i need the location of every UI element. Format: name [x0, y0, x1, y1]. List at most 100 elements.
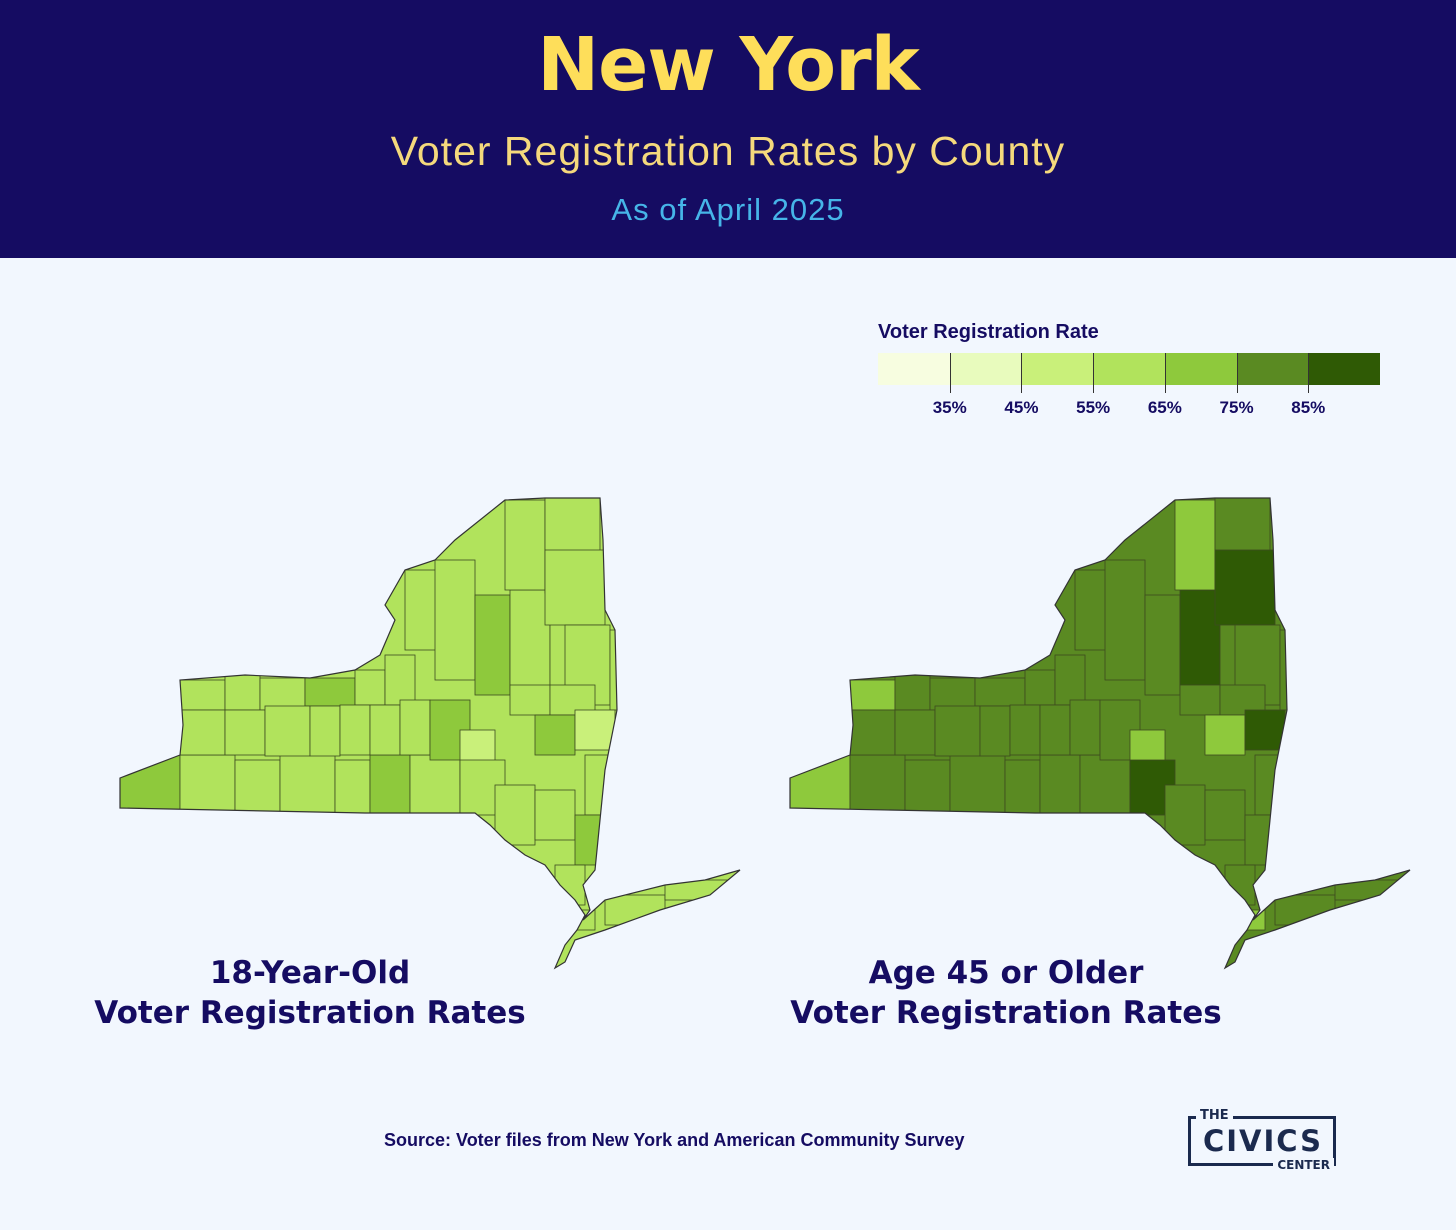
county-region	[1054, 654, 1086, 706]
logo-frame	[1188, 1116, 1336, 1166]
legend-swatch	[1236, 353, 1309, 385]
legend-tick-label: 45%	[1004, 398, 1039, 417]
source-note: Source: Voter files from New York and Am…	[384, 1130, 965, 1150]
county-region	[1079, 754, 1131, 814]
county-region	[894, 674, 931, 711]
page-subtitle: Voter Registration Rates by County	[390, 128, 1066, 174]
county-region	[179, 679, 226, 711]
legend-swatch	[1021, 353, 1094, 385]
page-title: New York	[537, 22, 920, 108]
county-region	[604, 894, 666, 926]
legend-tick	[1093, 353, 1095, 393]
county-region	[434, 559, 476, 681]
county-region	[1179, 684, 1221, 716]
county-region	[494, 784, 536, 846]
legend-swatch	[949, 353, 1022, 385]
logo-center: CENTER	[1273, 1158, 1334, 1172]
logo-the: THE	[1196, 1108, 1233, 1123]
county-region	[849, 679, 896, 711]
county-region	[224, 674, 261, 711]
county-region	[1039, 754, 1081, 814]
legend-tick	[1021, 353, 1023, 393]
county-region	[790, 754, 851, 811]
legend-tick-label: 85%	[1291, 398, 1326, 417]
county-region	[574, 814, 606, 866]
county-region	[1024, 669, 1056, 706]
map-age-45-older	[789, 497, 1411, 970]
county-region	[1244, 709, 1286, 751]
county-region	[1039, 704, 1071, 756]
county-region	[224, 709, 266, 756]
legend-tick-label: 75%	[1219, 398, 1254, 417]
map-label-right-line2: Voter Registration Rates	[790, 995, 1222, 1031]
county-region	[534, 714, 576, 756]
map-label-left-line1: 18-Year-Old	[209, 955, 411, 991]
county-region	[234, 759, 281, 814]
legend-tick	[1236, 353, 1238, 393]
county-region	[259, 677, 306, 711]
state-border	[789, 497, 1411, 970]
county-region	[574, 709, 616, 751]
map-18-year-old	[119, 497, 741, 970]
county-region	[120, 754, 181, 811]
county-region	[179, 709, 226, 756]
county-region	[509, 684, 551, 716]
county-region	[1004, 759, 1041, 814]
map-label-right: Age 45 or Older Voter Registration Rates	[756, 953, 1256, 1033]
as-of-date: As of April 2025	[611, 192, 845, 227]
county-region	[1104, 559, 1146, 681]
county-region	[949, 754, 1006, 814]
header-banner: New York Voter Registration Rates by Cou…	[0, 0, 1456, 258]
county-region	[504, 499, 546, 591]
map-label-right-line1: Age 45 or Older	[868, 955, 1144, 991]
county-region	[304, 677, 356, 707]
legend-swatch	[1164, 353, 1237, 385]
county-region	[934, 705, 981, 757]
legend-swatch	[878, 353, 950, 385]
county-region	[334, 759, 371, 814]
county-region	[1009, 704, 1041, 756]
county-region	[474, 594, 511, 696]
county-region	[979, 705, 1011, 757]
county-region	[1179, 589, 1221, 691]
county-region	[384, 654, 416, 706]
legend-tick-label: 35%	[932, 398, 967, 417]
county-region	[264, 705, 311, 757]
county-region	[309, 705, 341, 757]
county-region	[409, 754, 461, 814]
logo-civics: CIVICS	[1202, 1124, 1323, 1158]
legend-tick-label: 65%	[1147, 398, 1182, 417]
legend-tick-label: 55%	[1076, 398, 1111, 417]
map-label-left-line2: Voter Registration Rates	[94, 995, 526, 1031]
county-region	[1164, 784, 1206, 846]
county-region	[1214, 549, 1276, 626]
county-region	[179, 754, 236, 814]
legend-swatch	[1308, 353, 1381, 385]
county-region	[369, 704, 401, 756]
county-region	[1244, 814, 1276, 866]
county-region	[849, 754, 906, 814]
state-border	[119, 497, 741, 970]
map-label-left: 18-Year-Old Voter Registration Rates	[60, 953, 560, 1033]
legend-tick	[1164, 353, 1166, 393]
county-region	[929, 677, 976, 711]
county-region	[1204, 714, 1246, 756]
legend-title: Voter Registration Rate	[878, 321, 1099, 343]
county-region	[339, 704, 371, 756]
county-region	[849, 709, 896, 756]
county-region	[534, 789, 576, 841]
county-region	[369, 754, 411, 814]
civics-center-logo: THE CIVICS CENTER	[1186, 1108, 1340, 1172]
legend-swatch	[1093, 353, 1165, 385]
county-region	[904, 759, 951, 814]
legend-color-bar	[878, 353, 1381, 385]
county-region	[1174, 499, 1216, 591]
county-region	[1204, 789, 1246, 841]
county-region	[399, 699, 431, 756]
county-region	[279, 754, 336, 814]
county-region	[894, 709, 936, 756]
county-region	[1144, 594, 1181, 696]
legend-tick	[949, 353, 951, 393]
county-region	[1069, 699, 1101, 756]
county-region	[1274, 894, 1336, 926]
